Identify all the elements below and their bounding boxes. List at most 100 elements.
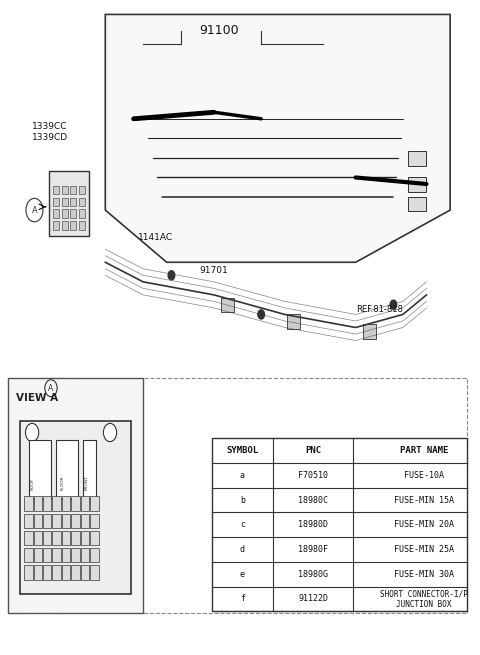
Text: PART NAME: PART NAME <box>400 446 448 455</box>
Bar <box>90 496 99 511</box>
Bar <box>9 379 467 613</box>
Text: FUSE-MIN 25A: FUSE-MIN 25A <box>394 545 454 554</box>
Bar <box>62 548 71 563</box>
Bar <box>56 440 78 498</box>
Bar <box>62 531 71 545</box>
Bar <box>62 210 68 218</box>
Bar <box>52 548 61 563</box>
Bar <box>62 496 71 511</box>
Text: 1339CC
1339CD: 1339CC 1339CD <box>32 122 68 141</box>
Text: SYMBOL: SYMBOL <box>226 446 258 455</box>
Bar <box>212 438 467 611</box>
Text: SHORT CONNECTOR-I/P
JUNCTION BOX: SHORT CONNECTOR-I/P JUNCTION BOX <box>380 589 468 608</box>
Text: REF.81-818: REF.81-818 <box>356 305 403 314</box>
Bar <box>81 531 89 545</box>
Bar <box>62 221 68 230</box>
Bar <box>71 198 76 206</box>
Text: VIEW A: VIEW A <box>15 393 58 403</box>
Text: 18980G: 18980G <box>298 570 328 578</box>
Polygon shape <box>105 14 450 262</box>
Text: c: c <box>240 520 245 529</box>
Bar <box>62 565 71 580</box>
Bar <box>62 514 71 528</box>
Text: 18980D: 18980D <box>298 520 328 529</box>
Bar <box>71 186 76 195</box>
Text: ROOF: ROOF <box>31 477 35 490</box>
Bar <box>34 514 42 528</box>
Text: F70510: F70510 <box>298 471 328 480</box>
Bar <box>34 531 42 545</box>
Bar <box>53 210 60 218</box>
Bar <box>90 565 99 580</box>
Bar <box>43 548 51 563</box>
Bar <box>81 548 89 563</box>
Text: 91100: 91100 <box>199 24 239 37</box>
Bar <box>52 565 61 580</box>
Circle shape <box>168 271 175 280</box>
Bar <box>90 531 99 545</box>
Bar <box>24 514 33 528</box>
Bar <box>43 565 51 580</box>
Bar <box>408 151 427 166</box>
Bar <box>81 565 89 580</box>
Bar <box>79 210 85 218</box>
Bar <box>287 314 300 329</box>
Bar <box>72 565 80 580</box>
Bar <box>9 379 143 613</box>
Bar <box>52 496 61 511</box>
Bar <box>24 531 33 545</box>
Bar <box>72 548 80 563</box>
Bar <box>43 531 51 545</box>
Bar <box>72 496 80 511</box>
Bar <box>29 440 51 498</box>
Text: 91122D: 91122D <box>298 594 328 603</box>
Bar <box>83 440 96 498</box>
Text: FLOOR: FLOOR <box>60 476 64 490</box>
Bar <box>24 548 33 563</box>
Bar <box>24 496 33 511</box>
Bar <box>221 298 234 312</box>
Bar <box>363 324 376 339</box>
Bar <box>34 548 42 563</box>
Text: 18980F: 18980F <box>298 545 328 554</box>
Text: 91701: 91701 <box>200 265 228 274</box>
Text: FUSE-MIN 30A: FUSE-MIN 30A <box>394 570 454 578</box>
Bar <box>72 514 80 528</box>
Bar <box>81 514 89 528</box>
Text: f: f <box>240 594 245 603</box>
Text: 1141AC: 1141AC <box>138 233 173 242</box>
Text: FRONT: FRONT <box>84 475 88 490</box>
Bar <box>52 514 61 528</box>
Bar <box>53 221 60 230</box>
Text: PNC: PNC <box>305 446 321 455</box>
Text: FUSE-10A: FUSE-10A <box>404 471 444 480</box>
Bar <box>79 198 85 206</box>
Bar <box>24 565 33 580</box>
Bar <box>79 186 85 195</box>
Bar <box>62 198 68 206</box>
Text: e: e <box>240 570 245 578</box>
Bar <box>34 496 42 511</box>
Text: A: A <box>48 384 54 392</box>
Bar <box>53 198 60 206</box>
Text: d: d <box>240 545 245 554</box>
Bar <box>62 186 68 195</box>
Bar <box>43 496 51 511</box>
Text: b: b <box>240 496 245 504</box>
Bar <box>81 496 89 511</box>
Text: FUSE-MIN 15A: FUSE-MIN 15A <box>394 496 454 504</box>
Bar <box>71 210 76 218</box>
Text: A: A <box>32 206 37 215</box>
Bar <box>53 186 60 195</box>
Bar <box>90 514 99 528</box>
Bar <box>48 171 89 236</box>
Bar <box>71 221 76 230</box>
Bar <box>34 565 42 580</box>
Bar <box>52 531 61 545</box>
Circle shape <box>390 300 397 309</box>
Bar <box>408 178 427 192</box>
Circle shape <box>103 423 117 441</box>
Circle shape <box>25 423 39 441</box>
Text: FUSE-MIN 20A: FUSE-MIN 20A <box>394 520 454 529</box>
Bar <box>43 514 51 528</box>
